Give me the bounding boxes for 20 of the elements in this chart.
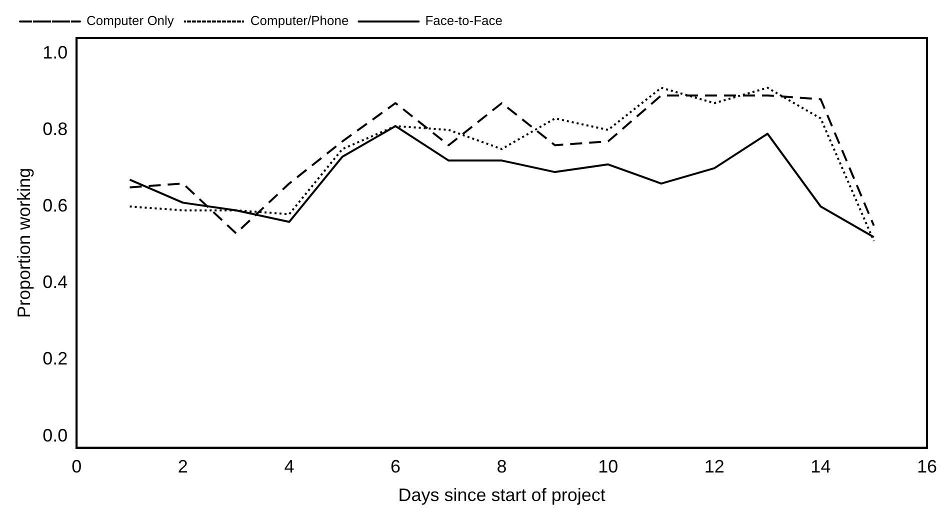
legend-label: Face-to-Face: [425, 13, 503, 28]
x-tick-label: 6: [390, 456, 401, 477]
x-tick-label: 4: [284, 456, 294, 477]
y-tick-label: 0.8: [42, 118, 68, 139]
y-tick-label: 0.2: [42, 348, 68, 369]
x-axis-title: Days since start of project: [398, 485, 606, 506]
x-tick-label: 0: [72, 456, 82, 477]
y-tick-label: 0.6: [42, 195, 68, 216]
legend-label: Computer Only: [86, 13, 174, 28]
x-tick-label: 14: [810, 456, 831, 477]
y-tick-label: 0.4: [42, 272, 68, 292]
x-tick-label: 2: [178, 456, 188, 477]
x-tick-label: 16: [916, 456, 938, 477]
y-axis-title: Proportion working: [14, 168, 34, 318]
x-tick-label: 8: [496, 456, 507, 477]
y-tick-label: 1.0: [42, 42, 68, 62]
y-tick-label: 0.0: [42, 425, 68, 446]
legend-label: Computer/Phone: [250, 13, 349, 28]
x-tick-label: 10: [598, 456, 618, 477]
x-tick-label: 12: [704, 456, 724, 477]
